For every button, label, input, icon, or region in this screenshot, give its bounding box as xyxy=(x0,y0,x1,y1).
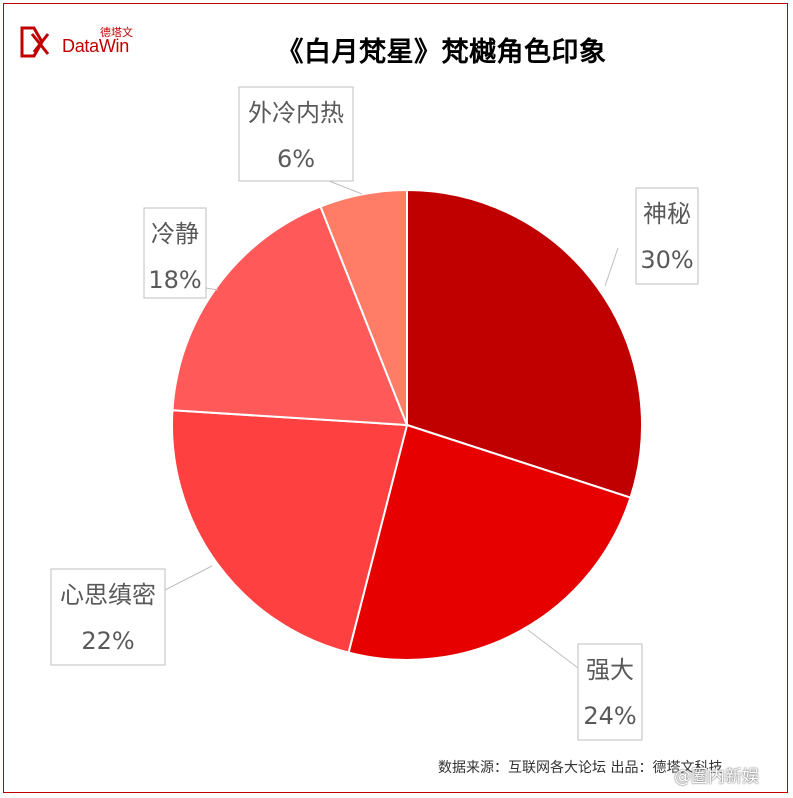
leader-line-1 xyxy=(604,247,619,287)
pie-slice-5 xyxy=(319,188,408,426)
data-label-name-4: 冷静 xyxy=(151,220,199,248)
pie-slice-3 xyxy=(171,409,409,654)
logo-text-en: DataWin xyxy=(62,36,129,56)
data-label-name-1: 神秘 xyxy=(643,200,691,228)
leader-line-2 xyxy=(527,629,579,669)
leader-line-5 xyxy=(328,180,363,195)
chart-title: 《白月梵星》梵樾角色印象 xyxy=(0,30,793,69)
watermark: @圈内新娱 xyxy=(674,767,759,787)
data-label-name-2: 强大 xyxy=(586,656,634,684)
data-label-box-5 xyxy=(238,86,354,182)
data-label-value-5: 6% xyxy=(277,145,315,173)
pie-slice-2 xyxy=(347,423,632,661)
data-label-box-2 xyxy=(577,643,643,741)
data-label-value-3: 22% xyxy=(81,627,134,655)
data-label-box-1 xyxy=(635,187,699,285)
pie-slice-1 xyxy=(406,188,643,499)
pie-slice-4 xyxy=(171,205,409,427)
data-label-value-2: 24% xyxy=(583,702,636,730)
leader-line-3 xyxy=(164,565,213,591)
chart-frame xyxy=(3,3,788,793)
data-label-box-3 xyxy=(50,568,166,666)
data-label-name-5: 外冷内热 xyxy=(248,99,344,127)
data-label-value-1: 30% xyxy=(640,246,693,274)
logo-text-cn: 德塔文 xyxy=(100,26,133,39)
data-label-box-4 xyxy=(143,207,207,299)
data-label-value-4: 18% xyxy=(148,266,201,294)
leader-line-4 xyxy=(205,287,219,291)
source-note: 数据来源：互联网各大论坛 出品：德塔文科技 xyxy=(438,760,723,776)
chart-title-text: 《白月梵星》梵樾角色印象 xyxy=(276,37,607,68)
datawin-logo-icon xyxy=(20,26,50,58)
data-label-name-3: 心思缜密 xyxy=(60,581,156,609)
